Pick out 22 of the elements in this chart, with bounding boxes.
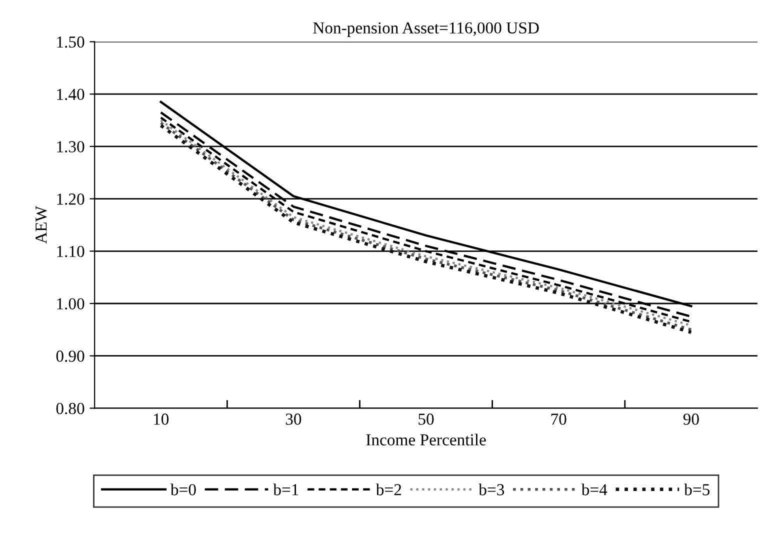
y-tick-label: 0.90 bbox=[56, 350, 84, 362]
x-tick-label: 30 bbox=[286, 414, 302, 425]
x-tick-label: 70 bbox=[551, 414, 566, 425]
y-tick-label: 1.20 bbox=[57, 193, 84, 205]
legend-label: b=0 bbox=[170, 484, 196, 496]
y-tick-label: 1.40 bbox=[57, 88, 84, 100]
x-tick-label: 10 bbox=[154, 414, 169, 425]
y-tick-label: 1.00 bbox=[57, 298, 84, 310]
legend-label: b=2 bbox=[376, 484, 402, 496]
y-tick-label: 1.50 bbox=[57, 36, 84, 48]
legend-label: b=1 bbox=[273, 484, 298, 496]
x-tick-label: 50 bbox=[418, 414, 434, 425]
chart-title: Non-pension Asset=116,000 USD bbox=[313, 22, 539, 37]
y-axis-title: AEW bbox=[36, 206, 47, 244]
x-tick-label: 90 bbox=[683, 414, 699, 425]
y-tick-label: 1.10 bbox=[57, 246, 84, 258]
legend-label: b=5 bbox=[684, 484, 710, 496]
legend-label: b=3 bbox=[478, 484, 504, 496]
x-axis-title: Income Percentile bbox=[366, 434, 486, 446]
legend-label: b=4 bbox=[581, 484, 608, 496]
y-tick-label: 1.30 bbox=[57, 141, 84, 152]
y-tick-label: 0.80 bbox=[56, 402, 84, 414]
